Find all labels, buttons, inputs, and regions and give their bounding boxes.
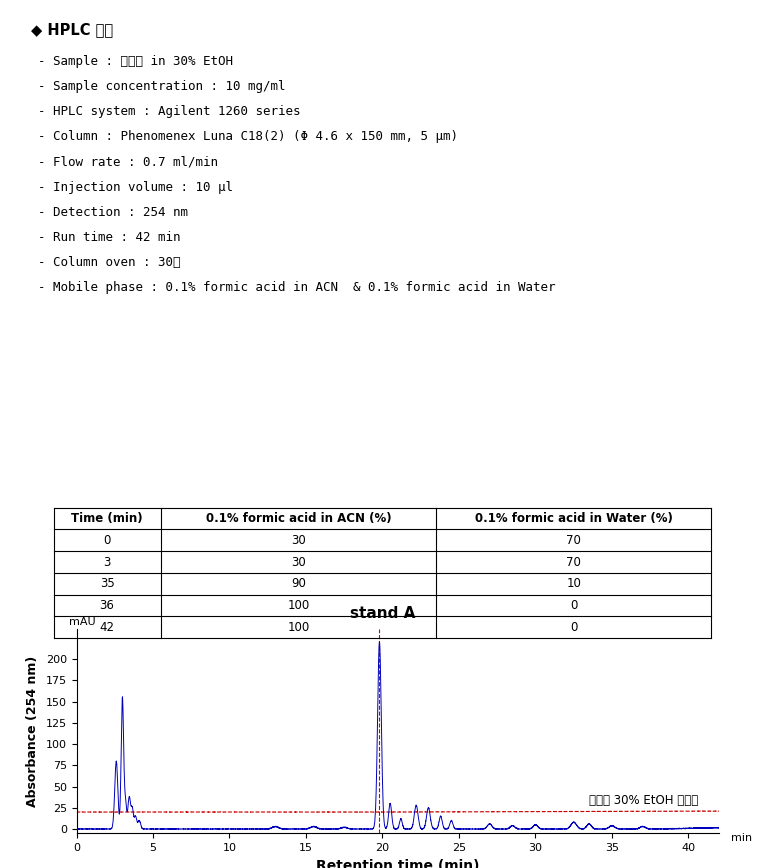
Text: 30: 30	[291, 534, 306, 547]
Text: 35: 35	[99, 577, 115, 590]
Text: stand A: stand A	[350, 606, 415, 621]
Text: 0.1% formic acid in Water (%): 0.1% formic acid in Water (%)	[475, 512, 672, 525]
Text: 100: 100	[287, 599, 310, 612]
Text: - Column : Phenomenex Luna C18(2) (Φ 4.6 x 150 mm, 5 μm): - Column : Phenomenex Luna C18(2) (Φ 4.6…	[38, 130, 458, 143]
Text: 90: 90	[291, 577, 306, 590]
Text: - Detection : 254 nm: - Detection : 254 nm	[38, 206, 188, 219]
Text: - Injection volume : 10 μl: - Injection volume : 10 μl	[38, 181, 233, 194]
Text: min: min	[731, 833, 753, 844]
Text: - Flow rate : 0.7 ml/min: - Flow rate : 0.7 ml/min	[38, 155, 218, 168]
Text: mAU: mAU	[69, 617, 96, 627]
Text: 70: 70	[566, 556, 581, 569]
Text: 0: 0	[570, 621, 578, 634]
Text: 0: 0	[103, 534, 111, 547]
Text: - HPLC system : Agilent 1260 series: - HPLC system : Agilent 1260 series	[38, 105, 301, 118]
Text: 3: 3	[103, 556, 111, 569]
Text: 36: 36	[99, 599, 115, 612]
X-axis label: Retention time (min): Retention time (min)	[316, 858, 480, 868]
Text: - Run time : 42 min: - Run time : 42 min	[38, 231, 181, 244]
Text: 0: 0	[570, 599, 578, 612]
Text: ◆ HPLC 조건: ◆ HPLC 조건	[31, 22, 112, 36]
Text: 10: 10	[566, 577, 581, 590]
Text: - Sample concentration : 10 mg/ml: - Sample concentration : 10 mg/ml	[38, 80, 286, 93]
Text: 70: 70	[566, 534, 581, 547]
Text: Time (min): Time (min)	[71, 512, 143, 525]
Text: 42: 42	[99, 621, 115, 634]
Y-axis label: Absorbance (254 nm): Absorbance (254 nm)	[26, 655, 39, 807]
Text: 100: 100	[287, 621, 310, 634]
Text: 0.1% formic acid in ACN (%): 0.1% formic acid in ACN (%)	[206, 512, 391, 525]
Text: 30: 30	[291, 556, 306, 569]
Text: 오미자 30% EtOH 추출물: 오미자 30% EtOH 추출물	[589, 794, 698, 807]
Text: - Sample : 오미자 in 30% EtOH: - Sample : 오미자 in 30% EtOH	[38, 55, 233, 68]
Text: - Mobile phase : 0.1% formic acid in ACN  & 0.1% formic acid in Water: - Mobile phase : 0.1% formic acid in ACN…	[38, 281, 555, 294]
Text: - Column oven : 30℃: - Column oven : 30℃	[38, 256, 181, 269]
